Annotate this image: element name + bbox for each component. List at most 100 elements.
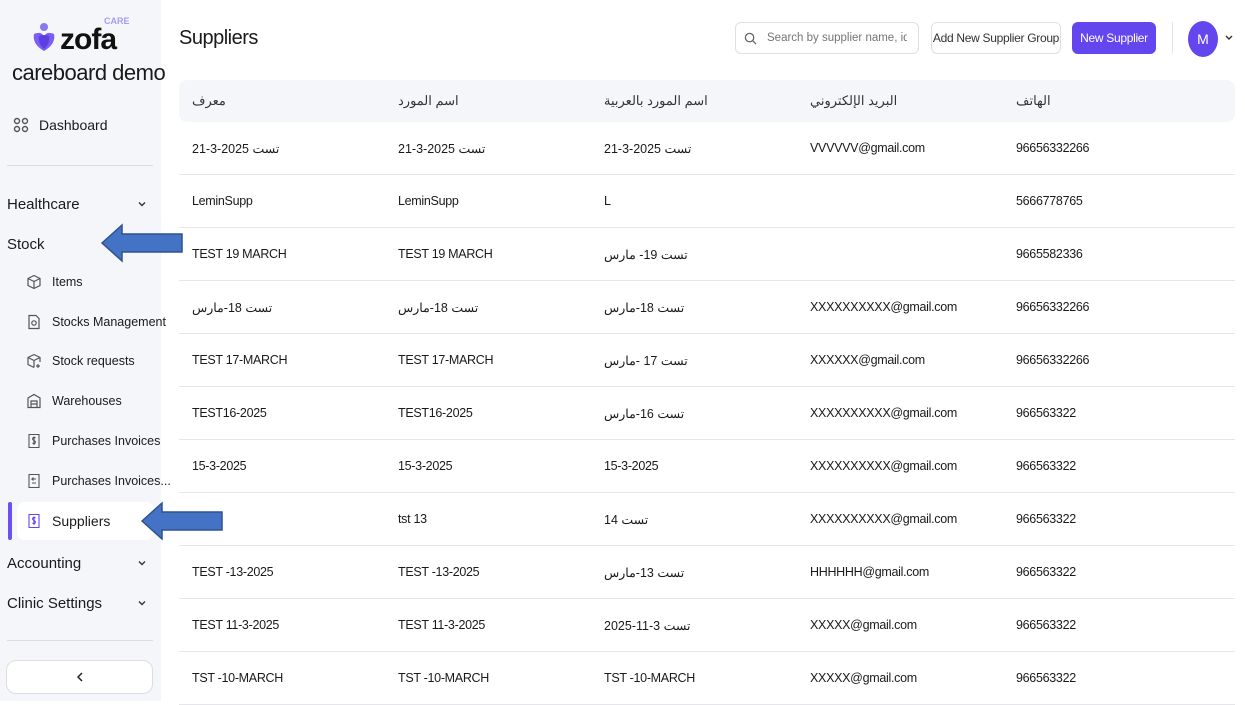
table-row[interactable]: TEST 17-MARCH TEST 17-MARCH تست 17 -مارس XX…: [179, 334, 1235, 387]
suppliers-table: معرف اسم المورد اسم المورد بالعربية البريد …: [179, 80, 1235, 705]
table-cell: 966563322: [1016, 671, 1076, 685]
table-cell: تست 3-11-2025: [604, 618, 691, 633]
table-cell: TST -10-MARCH: [192, 671, 284, 685]
table-cell: 96656332266: [1016, 353, 1090, 367]
sidebar-item-label: Dashboard: [39, 117, 108, 133]
logo-text: zofa: [60, 23, 117, 56]
table-cell: XXXXXXXXXX@gmail.com: [810, 459, 958, 473]
table-row[interactable]: TEST 11-3-2025 TEST 11-3-2025 تست 3-11-202…: [179, 599, 1235, 652]
table-cell: 966563322: [1016, 565, 1076, 579]
table-cell: 15-3-2025: [398, 459, 453, 473]
new-supplier-button[interactable]: New Supplier: [1072, 22, 1156, 54]
logo-tag: CARE: [104, 16, 130, 26]
sidebar-item-stock-requests[interactable]: Stock requests: [26, 351, 206, 371]
table-cell: tst 13: [398, 512, 427, 526]
active-indicator: [8, 502, 12, 540]
table-cell: 96656332266: [1016, 300, 1090, 314]
column-header: اسم المورد: [398, 93, 459, 108]
table-cell: TST -10-MARCH: [604, 671, 696, 685]
sidebar-section-healthcare[interactable]: Healthcare: [7, 194, 147, 214]
table-row[interactable]: tst 13 تست 14 XXXXXXXXXX@gmail.com 96656332…: [179, 493, 1235, 546]
table-cell: TEST -13-2025: [192, 565, 274, 579]
table-cell: تست 19- مارس: [604, 247, 688, 262]
column-header: اسم المورد بالعربية: [604, 93, 708, 108]
organization-name: careboard demo: [12, 60, 166, 85]
sidebar-item-suppliers[interactable]: Suppliers: [17, 502, 154, 540]
table-cell: تست 18-مارس: [604, 300, 685, 315]
sidebar-item-label: Items: [52, 275, 83, 289]
table-row[interactable]: تست 18-مارس تست 18-مارس تست 18-مارس XXXXXXX…: [179, 281, 1235, 334]
sidebar-section-accounting[interactable]: Accounting: [7, 553, 147, 573]
sidebar-item-label: Warehouses: [52, 394, 122, 408]
table-cell: تست 2025-3-21: [192, 141, 280, 156]
chevron-down-icon: [138, 202, 146, 207]
invoice-return-icon: [28, 473, 40, 489]
chevron-left-icon: [76, 672, 83, 682]
search-box[interactable]: [735, 22, 919, 54]
table-cell: 966563322: [1016, 618, 1076, 632]
chevron-down-icon: [138, 561, 146, 566]
sidebar-item-warehouses[interactable]: Warehouses: [26, 391, 206, 411]
divider: [7, 640, 153, 641]
table-cell: XXXXX@gmail.com: [810, 671, 917, 685]
table-cell: L: [604, 194, 611, 208]
table-cell: تست 16-مارس: [604, 406, 685, 421]
grid-icon: [13, 117, 29, 133]
table-cell: تست 18-مارس: [192, 300, 273, 315]
table-cell: 966563322: [1016, 512, 1076, 526]
sidebar-section-clinic-settings[interactable]: Clinic Settings: [7, 593, 147, 613]
sidebar-item-label: Suppliers: [52, 513, 111, 529]
chevron-down-icon[interactable]: [1224, 34, 1234, 42]
warehouse-icon: [27, 393, 41, 409]
table-cell: تست 17 -مارس: [604, 353, 688, 368]
table-cell: XXXXXX@gmail.com: [810, 353, 925, 367]
avatar[interactable]: M: [1188, 21, 1218, 57]
sidebar-item-stocks-management[interactable]: Stocks Management: [26, 312, 206, 332]
invoice-icon: [28, 433, 40, 449]
table-cell: LeminSupp: [192, 194, 253, 208]
table-cell: 96656332266: [1016, 141, 1090, 155]
collapse-sidebar-button[interactable]: [6, 660, 153, 694]
box-add-icon: [27, 353, 41, 369]
table-cell: TST -10-MARCH: [398, 671, 490, 685]
table-row[interactable]: TST -10-MARCH TST -10-MARCH TST -10-MARCH X…: [179, 652, 1235, 705]
search-icon: [744, 32, 757, 45]
table-cell: 15-3-2025: [192, 459, 247, 473]
section-label: Healthcare: [7, 195, 80, 213]
column-header: الهاتف: [1016, 93, 1051, 108]
table-cell: TEST 19 MARCH: [398, 247, 493, 261]
table-cell: VVVVVV@gmail.com: [810, 141, 925, 155]
sidebar-item-purchases-invoices-returns[interactable]: Purchases Invoices...: [26, 471, 206, 491]
sidebar-section-stock[interactable]: Stock: [7, 234, 147, 254]
page-title: Suppliers: [179, 27, 258, 49]
table-row[interactable]: 15-3-2025 15-3-2025 15-3-2025 XXXXXXXXXX@gm…: [179, 440, 1235, 493]
document-icon: [28, 314, 40, 330]
table-row[interactable]: TEST16-2025 TEST16-2025 تست 16-مارس XXXXXXX…: [179, 387, 1235, 440]
table-row[interactable]: TEST -13-2025 TEST -13-2025 تست 13-مارس HHH…: [179, 546, 1235, 599]
sidebar-item-purchases-invoices[interactable]: Purchases Invoices: [26, 431, 206, 451]
table-cell: HHHHHH@gmail.com: [810, 565, 930, 579]
column-header: البريد الإلكتروني: [810, 93, 898, 108]
add-supplier-group-button[interactable]: Add New Supplier Group: [931, 22, 1061, 54]
divider: [1172, 22, 1173, 54]
section-label: Clinic Settings: [7, 594, 103, 612]
sidebar-item-items[interactable]: Items: [26, 272, 206, 292]
sidebar-item-label: Purchases Invoices...: [52, 474, 171, 488]
divider: [7, 165, 153, 166]
sidebar-item-dashboard[interactable]: Dashboard: [13, 115, 174, 135]
sidebar-item-label: Purchases Invoices: [52, 434, 161, 448]
table-cell: 966563322: [1016, 406, 1076, 420]
table-cell: 15-3-2025: [604, 459, 659, 473]
section-label: Stock: [7, 235, 45, 253]
table-cell: 9665582336: [1016, 247, 1083, 261]
table-cell: TEST 17-MARCH: [398, 353, 494, 367]
table-row[interactable]: TEST 19 MARCH TEST 19 MARCH تست 19- مارس 96…: [179, 228, 1235, 281]
table-row[interactable]: تست 2025-3-21 تست 2025-3-21 تست 2025-3-21 V…: [179, 122, 1235, 175]
sidebar-item-label: Stocks Management: [52, 315, 166, 329]
table-cell: LeminSupp: [398, 194, 459, 208]
search-input[interactable]: [767, 32, 907, 44]
table-row[interactable]: LeminSupp LeminSupp L 5666778765: [179, 175, 1235, 228]
table-cell: 5666778765: [1016, 194, 1083, 208]
table-cell: TEST16-2025: [192, 406, 267, 420]
invoice-icon: [28, 513, 40, 529]
